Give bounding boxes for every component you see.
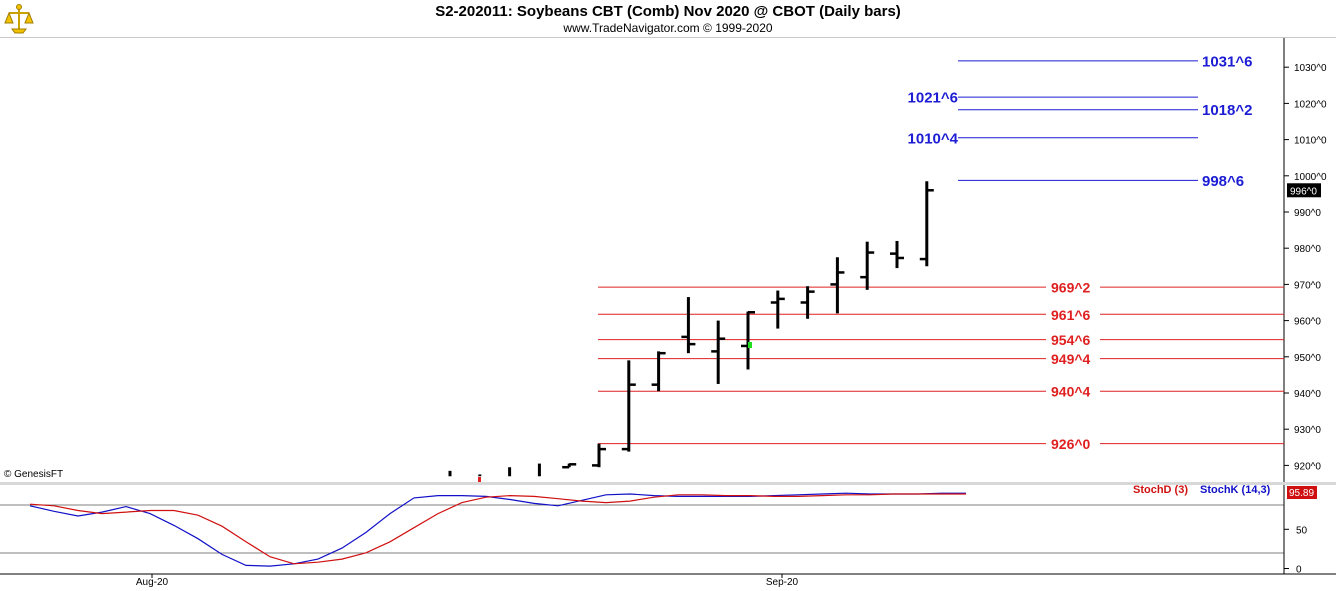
y-tick-label-1: 930^0 bbox=[1294, 425, 1321, 436]
level-label-3: 1010^4 bbox=[908, 130, 959, 147]
ohlc-bar-12 bbox=[800, 286, 815, 319]
price-levels: 1031^6 1021^6 1018^2 1010^4 998^6 969^2 961^6 9… bbox=[598, 53, 1284, 452]
level-label-5: 969^2 bbox=[1051, 280, 1091, 296]
stochastic-panel: StochD (3) StochK (14,3) 0 50 95.89 bbox=[29, 484, 1317, 576]
y-tick-label-7: 990^0 bbox=[1294, 208, 1321, 219]
y-tick-label-6: 980^0 bbox=[1294, 244, 1321, 255]
ohlc-bar-9 bbox=[711, 320, 726, 384]
level-label-bg-5 bbox=[1046, 279, 1100, 296]
ohlc-bar-8 bbox=[681, 297, 696, 354]
level-label-bg-8 bbox=[1046, 350, 1100, 367]
stoch-last-label: 95.89 bbox=[1289, 488, 1314, 499]
ohlc-bar-5 bbox=[592, 443, 606, 468]
level-label-bg-9 bbox=[1046, 383, 1100, 400]
level-label-8: 949^4 bbox=[1051, 351, 1091, 367]
trade-navigator-logo-icon bbox=[3, 3, 35, 35]
series-line-stoch_d bbox=[29, 493, 966, 565]
ohlc-bar-11 bbox=[770, 290, 785, 329]
y-tick-label-3: 950^0 bbox=[1294, 353, 1321, 364]
stoch-tick-label-0: 0 bbox=[1296, 565, 1302, 576]
last-price-badge bbox=[1287, 183, 1321, 198]
level-label-bg-10 bbox=[1046, 435, 1100, 452]
y-tick-label-9: 1010^0 bbox=[1294, 136, 1327, 147]
chart-frame bbox=[0, 37, 1336, 575]
level-label-bg-6 bbox=[1046, 306, 1100, 323]
level-label-7: 954^6 bbox=[1051, 332, 1091, 348]
stoch-k-legend: StochK (14,3) bbox=[1200, 484, 1271, 496]
level-label-9: 940^4 bbox=[1051, 384, 1091, 400]
title-bar: S2-202011: Soybeans CBT (Comb) Nov 2020 … bbox=[0, 0, 1336, 36]
y-tick-label-8: 1000^0 bbox=[1294, 172, 1327, 183]
stoch-d-legend: StochD (3) bbox=[1133, 484, 1188, 496]
stoch-last-badge bbox=[1287, 486, 1317, 499]
level-label-1: 1021^6 bbox=[908, 90, 958, 107]
chart-title: S2-202011: Soybeans CBT (Comb) Nov 2020 … bbox=[435, 3, 901, 20]
level-label-2: 1018^2 bbox=[1202, 102, 1252, 119]
x-tick-label-1: Sep-20 bbox=[766, 577, 799, 588]
ohlc-bars bbox=[448, 181, 934, 482]
ohlc-bar-15 bbox=[890, 240, 904, 269]
ohlc-bar-10 bbox=[741, 311, 755, 370]
y-tick-label-0: 920^0 bbox=[1294, 461, 1321, 472]
ohlc-bar-13 bbox=[830, 257, 845, 314]
ohlc-bar-14 bbox=[860, 241, 875, 290]
signal-tick-green bbox=[748, 342, 752, 348]
level-label-bg-7 bbox=[1046, 331, 1100, 348]
x-tick-label-0: Aug-20 bbox=[136, 577, 169, 588]
ohlc-bar-16 bbox=[919, 181, 934, 267]
level-label-10: 926^0 bbox=[1051, 436, 1091, 452]
price-axis: 920^0 930^0 940^0 950^0 960^0 970^0 980^0 990^0… bbox=[1284, 63, 1327, 472]
level-label-4: 998^6 bbox=[1202, 173, 1244, 190]
price-bars bbox=[448, 181, 934, 482]
level-label-0: 1031^6 bbox=[1202, 53, 1252, 70]
ohlc-bar-6 bbox=[621, 360, 636, 452]
ohlc-bar-7 bbox=[651, 351, 666, 392]
last-price-label: 996^0 bbox=[1290, 186, 1317, 197]
ohlc-bar-4 bbox=[562, 463, 577, 469]
signal-tick-red bbox=[478, 477, 481, 482]
y-tick-label-2: 940^0 bbox=[1294, 389, 1321, 400]
y-tick-label-4: 960^0 bbox=[1294, 317, 1321, 328]
y-tick-label-5: 970^0 bbox=[1294, 280, 1321, 291]
series-line-stoch_k bbox=[29, 492, 966, 567]
y-tick-label-10: 1020^0 bbox=[1294, 99, 1327, 110]
copyright-label: © GenesisFT bbox=[4, 469, 64, 480]
chart-subtitle: www.TradeNavigator.com © 1999-2020 bbox=[563, 21, 773, 35]
level-label-6: 961^6 bbox=[1051, 307, 1091, 323]
y-tick-label-11: 1030^0 bbox=[1294, 63, 1327, 74]
stoch-tick-label-1: 50 bbox=[1296, 525, 1308, 536]
date-axis: Aug-20 Sep-20 bbox=[136, 574, 799, 588]
panel-separator bbox=[0, 482, 1336, 485]
